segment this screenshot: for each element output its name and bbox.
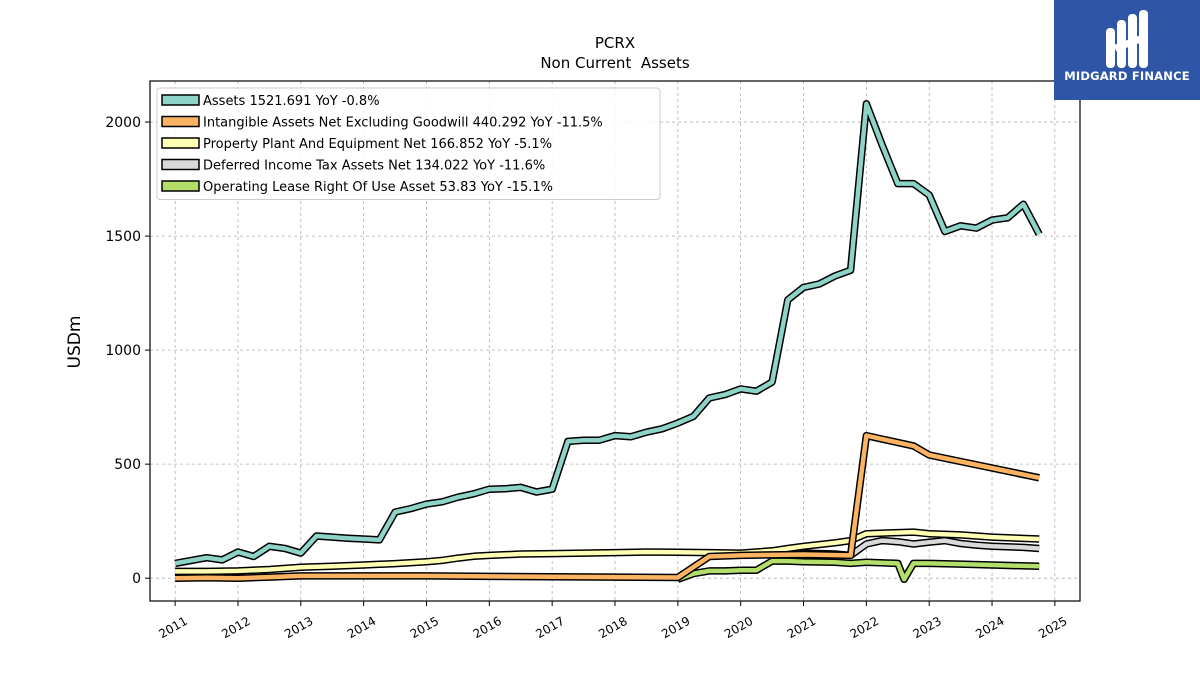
x-tick-label: 2025: [1036, 614, 1069, 641]
x-tick-label: 2017: [533, 614, 566, 641]
legend-entry-label: Intangible Assets Net Excluding Goodwill…: [203, 116, 603, 131]
y-tick-label: 2000: [105, 115, 141, 131]
legend-box: [156, 87, 661, 200]
y-axis-label: USDm: [65, 316, 85, 369]
x-tick-label: 2014: [345, 614, 378, 641]
x-tick-label: 2013: [282, 614, 315, 641]
x-tick-label: 2018: [596, 614, 629, 641]
legend-swatch: [161, 137, 200, 149]
legend-swatch: [161, 115, 200, 128]
y-tick-label: 1500: [105, 229, 141, 245]
midgard-finance-logo: MIDGARD FINANCE: [1054, 0, 1200, 100]
legend-entry-label: Property Plant And Equipment Net 166.852…: [203, 137, 552, 152]
y-tick-label: 0: [132, 571, 141, 587]
legend: Assets 1521.691 YoY -0.8% Intangible Asse…: [156, 87, 661, 200]
x-tick-label: 2011: [156, 614, 189, 641]
x-tick-label: 2020: [722, 614, 755, 641]
series-lines: [174, 100, 1043, 584]
chart-subtitle: Non Current Assets: [540, 54, 690, 72]
x-tick-label: 2021: [785, 614, 818, 641]
legend-entry-label: Operating Lease Right Of Use Asset 53.83…: [203, 180, 553, 195]
x-tick-label: 2016: [471, 614, 504, 641]
legend-swatch: [161, 94, 200, 106]
series-line: [175, 433, 1040, 581]
x-tick-label: 2024: [973, 614, 1006, 641]
x-tick-label: 2023: [910, 614, 943, 641]
legend-entry-label: Deferred Income Tax Assets Net 134.022 Y…: [203, 159, 545, 174]
x-tick-label: 2015: [408, 614, 441, 641]
logo-text: MIDGARD FINANCE: [1064, 69, 1190, 83]
series-line: [175, 529, 1040, 574]
legend-entry-label: Assets 1521.691 YoY -0.8%: [203, 94, 380, 109]
series-line: [174, 101, 1042, 566]
series-operating-lease-right-of-use-asset: [676, 557, 1040, 584]
legend-swatch: [161, 180, 200, 192]
legend-swatch: [161, 158, 200, 171]
series-property-plant-and-equipment-net: [175, 528, 1040, 576]
series-line-outline: [175, 431, 1040, 582]
y-tick-label: 500: [114, 457, 141, 473]
x-tick-label: 2012: [219, 614, 252, 641]
series-intangible-assets-net-excluding-goodwill: [175, 431, 1040, 582]
series-assets: [174, 100, 1043, 568]
logo-mark-icon: [1106, 10, 1148, 68]
series-line: [677, 558, 1040, 582]
y-tick-label: 1000: [105, 343, 141, 359]
x-tick-label: 2022: [848, 614, 881, 641]
chart-title: PCRX: [595, 34, 635, 52]
x-tick-label: 2019: [659, 614, 692, 641]
